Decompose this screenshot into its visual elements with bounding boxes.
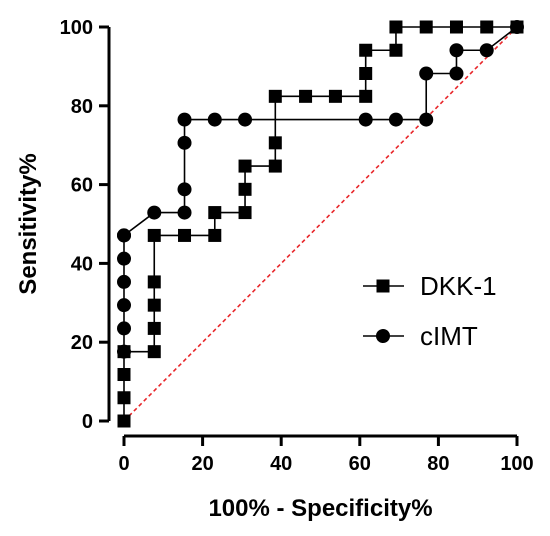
data-point xyxy=(177,112,192,127)
data-point xyxy=(177,205,192,220)
data-point xyxy=(268,159,282,173)
legend-label: DKK-1 xyxy=(420,271,497,301)
x-tick-label: 40 xyxy=(270,453,292,475)
data-point xyxy=(238,182,252,196)
x-tick-label: 20 xyxy=(191,453,213,475)
data-point xyxy=(147,345,161,359)
y-tick-label: 0 xyxy=(82,411,93,433)
legend: DKK-1 cIMT xyxy=(363,271,497,351)
data-point xyxy=(117,344,131,359)
data-point xyxy=(147,228,161,242)
data-point xyxy=(147,275,161,289)
data-point xyxy=(238,206,252,220)
data-point xyxy=(480,20,494,34)
data-point xyxy=(117,368,131,382)
series-dkk-1 xyxy=(117,20,524,428)
series-layer xyxy=(117,20,524,428)
data-point xyxy=(207,112,222,127)
data-point xyxy=(177,182,192,197)
legend-square-marker xyxy=(376,279,390,293)
data-point xyxy=(177,135,192,150)
legend-label: cIMT xyxy=(420,321,478,351)
data-point xyxy=(359,66,373,80)
data-point xyxy=(268,136,282,150)
data-point xyxy=(117,298,131,313)
data-point xyxy=(117,274,131,289)
data-point xyxy=(147,298,161,312)
y-tick-label: 40 xyxy=(71,253,93,275)
data-point xyxy=(117,228,131,243)
data-point xyxy=(147,205,162,220)
reference-diagonal-line xyxy=(123,26,518,422)
data-point xyxy=(328,89,342,103)
axes xyxy=(107,27,517,438)
x-tick-label: 60 xyxy=(349,453,371,475)
data-point xyxy=(449,66,464,81)
series-cimt xyxy=(117,20,524,359)
data-point xyxy=(268,89,282,103)
x-tick-label: 80 xyxy=(427,453,449,475)
ticks: 0 20 40 60 80 100 0 20 40 60 80 100 xyxy=(60,17,534,475)
legend-item: DKK-1 xyxy=(363,271,497,301)
data-point xyxy=(358,112,373,127)
y-tick-label: 60 xyxy=(71,175,93,197)
data-point xyxy=(238,112,253,127)
data-point xyxy=(178,228,192,242)
legend-circle-marker xyxy=(376,329,390,343)
data-point xyxy=(117,321,131,336)
x-tick-label: 0 xyxy=(118,453,129,475)
data-point xyxy=(419,20,433,34)
x-axis-title: 100% - Specificity% xyxy=(208,495,432,522)
data-point xyxy=(359,43,373,57)
data-point xyxy=(479,43,494,58)
data-point xyxy=(208,228,222,242)
y-tick-label: 20 xyxy=(71,332,93,354)
data-point xyxy=(419,112,434,127)
data-point xyxy=(299,89,313,103)
y-tick-label: 80 xyxy=(71,96,93,118)
data-point xyxy=(510,20,524,34)
data-point xyxy=(449,20,463,34)
data-point xyxy=(117,414,131,428)
y-axis-title: Sensitivity% xyxy=(15,153,42,294)
data-point xyxy=(238,159,252,173)
legend-item: cIMT xyxy=(363,321,478,351)
data-point xyxy=(389,43,403,57)
data-point xyxy=(117,391,131,405)
data-point xyxy=(117,251,131,266)
series-line xyxy=(123,26,517,421)
data-point xyxy=(389,20,403,34)
y-tick-label: 100 xyxy=(60,17,93,39)
data-point xyxy=(419,66,434,81)
data-point xyxy=(359,89,373,103)
data-point xyxy=(208,206,222,220)
data-point xyxy=(147,321,161,335)
data-point xyxy=(449,43,464,58)
data-point xyxy=(388,112,403,127)
x-tick-label: 100 xyxy=(500,453,533,475)
